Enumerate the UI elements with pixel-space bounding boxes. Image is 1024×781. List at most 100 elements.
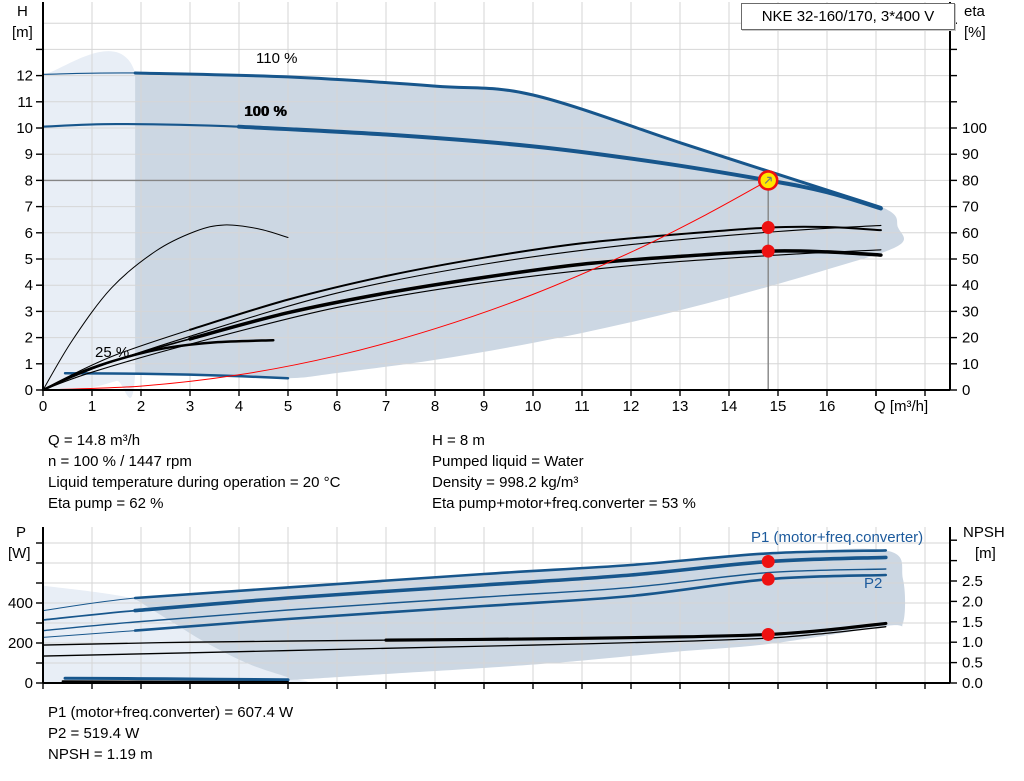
npsh-curve-b <box>42 626 887 657</box>
p-label: 400 <box>8 595 33 612</box>
npsh-curve-a <box>384 621 888 642</box>
eta-axis-unit: [%] <box>964 24 986 41</box>
x-tick-label: 11 <box>574 398 590 415</box>
p2-curve-label: P2 <box>864 575 883 592</box>
h-label: 8 <box>25 172 33 189</box>
result-npsh: NPSH = 1.19 m <box>48 746 153 763</box>
h-axis-unit: [m] <box>12 24 33 41</box>
x-tick-label: 14 <box>721 398 738 415</box>
eta-label: 0 <box>962 382 970 399</box>
cond-eta-pump: Eta pump = 62 % <box>48 495 164 512</box>
eta-label: 100 <box>962 120 987 137</box>
h-label: 11 <box>17 94 33 111</box>
eta-pump-100 <box>189 225 882 331</box>
eta-total-25 <box>41 338 275 392</box>
npsh-axis-name: NPSH <box>963 524 1005 541</box>
x-tick-label: 15 <box>770 398 787 415</box>
x-tick-label: 13 <box>672 398 689 415</box>
h-axis-name: H <box>17 3 28 20</box>
h-label: 2 <box>25 330 33 347</box>
p2-curve-25 <box>61 680 289 683</box>
cond-h-value: H = 8 m <box>432 432 485 449</box>
result-p2: P2 = 519.4 W <box>48 725 140 742</box>
p2-curve-110 <box>42 568 887 632</box>
power-envelope-light <box>43 585 308 684</box>
npsh-label: 0.5 <box>962 655 983 672</box>
x-tick-label: 8 <box>431 398 439 415</box>
p1-curve-label: P1 (motor+freq.converter) <box>751 529 924 546</box>
speed-label-25: 25 % <box>95 344 130 361</box>
speed-label-100: 100 % <box>244 103 287 120</box>
cond-density: Density = 998.2 kg/m³ <box>432 474 579 491</box>
cond-liquid-temp: Liquid temperature during operation = 20… <box>48 474 341 491</box>
result-dot-2 <box>761 627 775 641</box>
x-tick-label: 9 <box>480 398 488 415</box>
result-dot-0 <box>761 555 775 569</box>
x-tick-label: 2 <box>137 398 145 415</box>
eta-label: 90 <box>962 146 979 163</box>
eta-dot-1 <box>761 244 775 258</box>
result-dot-1 <box>761 572 775 586</box>
x-tick-label: 4 <box>235 398 243 415</box>
p-label: 0 <box>25 675 33 692</box>
h-label: 12 <box>16 68 33 85</box>
eta-pump-25 <box>42 224 289 391</box>
eta-total-100 <box>188 249 883 341</box>
x-tick-label: 0 <box>39 398 47 415</box>
head-curve-100 <box>237 124 883 211</box>
power-envelope-dark <box>135 548 906 681</box>
eta-label: 70 <box>962 199 979 216</box>
x-tick-label: 3 <box>186 398 194 415</box>
pump-title-box: NKE 32-160/170, 3*400 V <box>741 3 955 30</box>
h-label: 9 <box>25 146 33 163</box>
eta-label: 30 <box>962 303 979 320</box>
p-axis-unit: [W] <box>8 545 31 562</box>
q-axis-name: Q [m³/h] <box>874 398 929 415</box>
x-tick-label: 5 <box>284 398 292 415</box>
eta-label: 50 <box>962 251 979 268</box>
npsh-axis-unit: [m] <box>975 545 996 562</box>
cond-pumped-liquid: Pumped liquid = Water <box>432 453 584 470</box>
h-label: 4 <box>25 277 33 294</box>
npsh-label: 2.5 <box>962 573 983 590</box>
npsh-label: 1.0 <box>962 634 983 651</box>
head-curve-25 <box>63 371 290 380</box>
p1-curve-25 <box>63 676 290 682</box>
eta-dot-0 <box>761 221 775 235</box>
h-label: 0 <box>25 382 33 399</box>
eta-label: 60 <box>962 225 979 242</box>
h-label: 7 <box>25 199 33 216</box>
eta-axis-name: eta <box>964 3 985 20</box>
npsh-label: 2.0 <box>962 593 983 610</box>
npsh-label: 0.0 <box>962 675 983 692</box>
x-tick-label: 10 <box>525 398 542 415</box>
p-axis-name: P <box>16 524 27 541</box>
h-label: 1 <box>25 356 33 373</box>
eta-total-110 <box>42 249 882 391</box>
x-tick-label: 12 <box>623 398 640 415</box>
p1-curve-110 <box>133 549 888 600</box>
speed-label-110: 110 % <box>256 50 298 67</box>
operating-envelope-dark <box>133 72 905 379</box>
cond-eta-total: Eta pump+motor+freq.converter = 53 % <box>432 495 696 512</box>
h-label: 3 <box>25 303 33 320</box>
x-tick-label: 16 <box>819 398 836 415</box>
cond-q-value: Q = 14.8 m³/h <box>48 432 141 449</box>
eta-label: 10 <box>962 356 979 373</box>
system-curve <box>42 179 769 391</box>
duty-point-arrow-icon <box>764 176 772 184</box>
h-label: 6 <box>25 225 33 242</box>
result-p1: P1 (motor+freq.converter) = 607.4 W <box>48 704 294 721</box>
eta-label: 80 <box>962 172 979 189</box>
h-label: 5 <box>25 251 33 268</box>
eta-label: 20 <box>962 330 979 347</box>
eta-label: 40 <box>962 277 979 294</box>
x-tick-label: 1 <box>88 398 96 415</box>
cond-speed-value: n = 100 % / 1447 rpm <box>48 453 192 470</box>
npsh-label: 1.5 <box>962 614 983 631</box>
x-tick-label: 7 <box>382 398 390 415</box>
x-tick-label: 6 <box>333 398 341 415</box>
h-label: 10 <box>16 120 33 137</box>
